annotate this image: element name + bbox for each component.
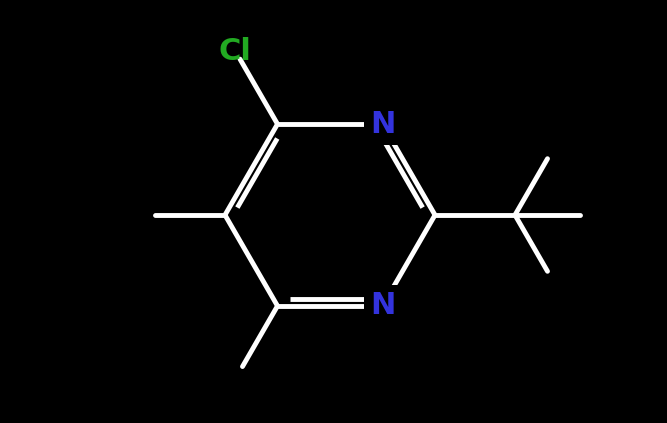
Text: N: N [370,291,395,321]
Text: N: N [370,110,395,139]
Text: Cl: Cl [219,37,251,66]
